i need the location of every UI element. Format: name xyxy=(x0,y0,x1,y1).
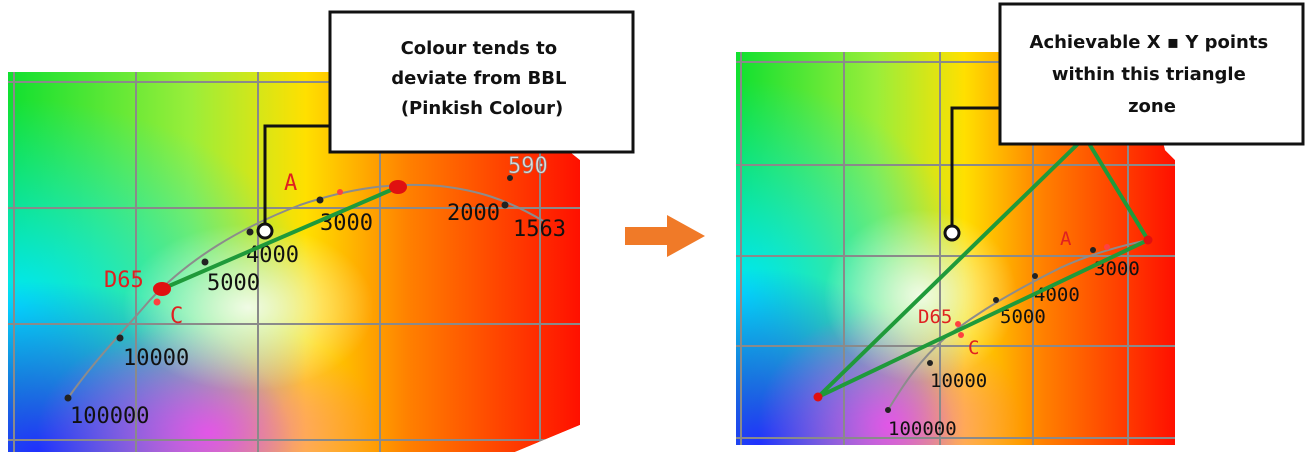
left-callout-text: Colour tends to deviate from BBL (Pinkis… xyxy=(391,38,573,119)
right-vertex-blue xyxy=(813,392,823,402)
left-label-590: 590 xyxy=(508,154,548,179)
left-callout-leader xyxy=(263,124,330,230)
left-locus-dots xyxy=(64,175,513,402)
left-label-d65: D65 xyxy=(104,268,144,293)
right-planckian-locus xyxy=(887,239,1149,411)
left-label-a: A xyxy=(284,171,297,196)
right-vertex-red xyxy=(1143,235,1153,245)
left-green-connector xyxy=(161,185,399,291)
right-callout-box xyxy=(998,2,1305,146)
right-locus-dots xyxy=(885,247,1096,413)
right-achievable-triangle xyxy=(816,133,1151,399)
left-label-5000: 5000 xyxy=(207,271,260,296)
right-label-a: A xyxy=(1060,228,1072,250)
left-label-3000: 3000 xyxy=(320,211,373,236)
left-d65-marker xyxy=(153,282,171,296)
right-label-10000: 10000 xyxy=(930,370,987,392)
left-label-100000: 100000 xyxy=(70,404,149,429)
right-callout-anchor xyxy=(943,224,961,242)
right-callout-leader xyxy=(950,106,1000,232)
left-label-4000: 4000 xyxy=(246,243,299,268)
right-label-d65: D65 xyxy=(918,306,952,328)
right-label-5000: 5000 xyxy=(1000,306,1046,328)
right-label-100000: 100000 xyxy=(888,418,957,440)
left-a-marker xyxy=(389,180,407,194)
right-chromaticity-panel: 3000 4000 5000 10000 100000 A D65 C Achi… xyxy=(736,2,1305,445)
left-callout-box xyxy=(328,10,635,154)
left-label-1563: 1563 xyxy=(513,217,566,242)
left-callout-anchor xyxy=(256,222,274,240)
left-label-2000: 2000 xyxy=(447,201,500,226)
left-planckian-locus xyxy=(67,183,546,399)
right-label-4000: 4000 xyxy=(1034,284,1080,306)
left-chromaticity-panel: 590 1563 2000 3000 4000 5000 10000 10000… xyxy=(8,10,635,452)
right-callout-text: Achievable X ▪ Y points within this tria… xyxy=(1030,32,1275,117)
left-label-10000: 10000 xyxy=(123,346,189,371)
right-label-c: C xyxy=(968,337,979,359)
transition-arrow xyxy=(625,215,705,257)
left-label-c: C xyxy=(170,304,183,329)
right-label-3000: 3000 xyxy=(1094,258,1140,280)
